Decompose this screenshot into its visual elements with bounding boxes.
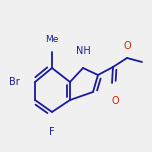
Text: Me: Me <box>45 35 59 44</box>
Text: O: O <box>123 41 131 51</box>
Text: F: F <box>49 127 55 137</box>
Text: O: O <box>111 96 119 106</box>
Text: Br: Br <box>9 77 20 87</box>
Text: NH: NH <box>76 46 90 56</box>
